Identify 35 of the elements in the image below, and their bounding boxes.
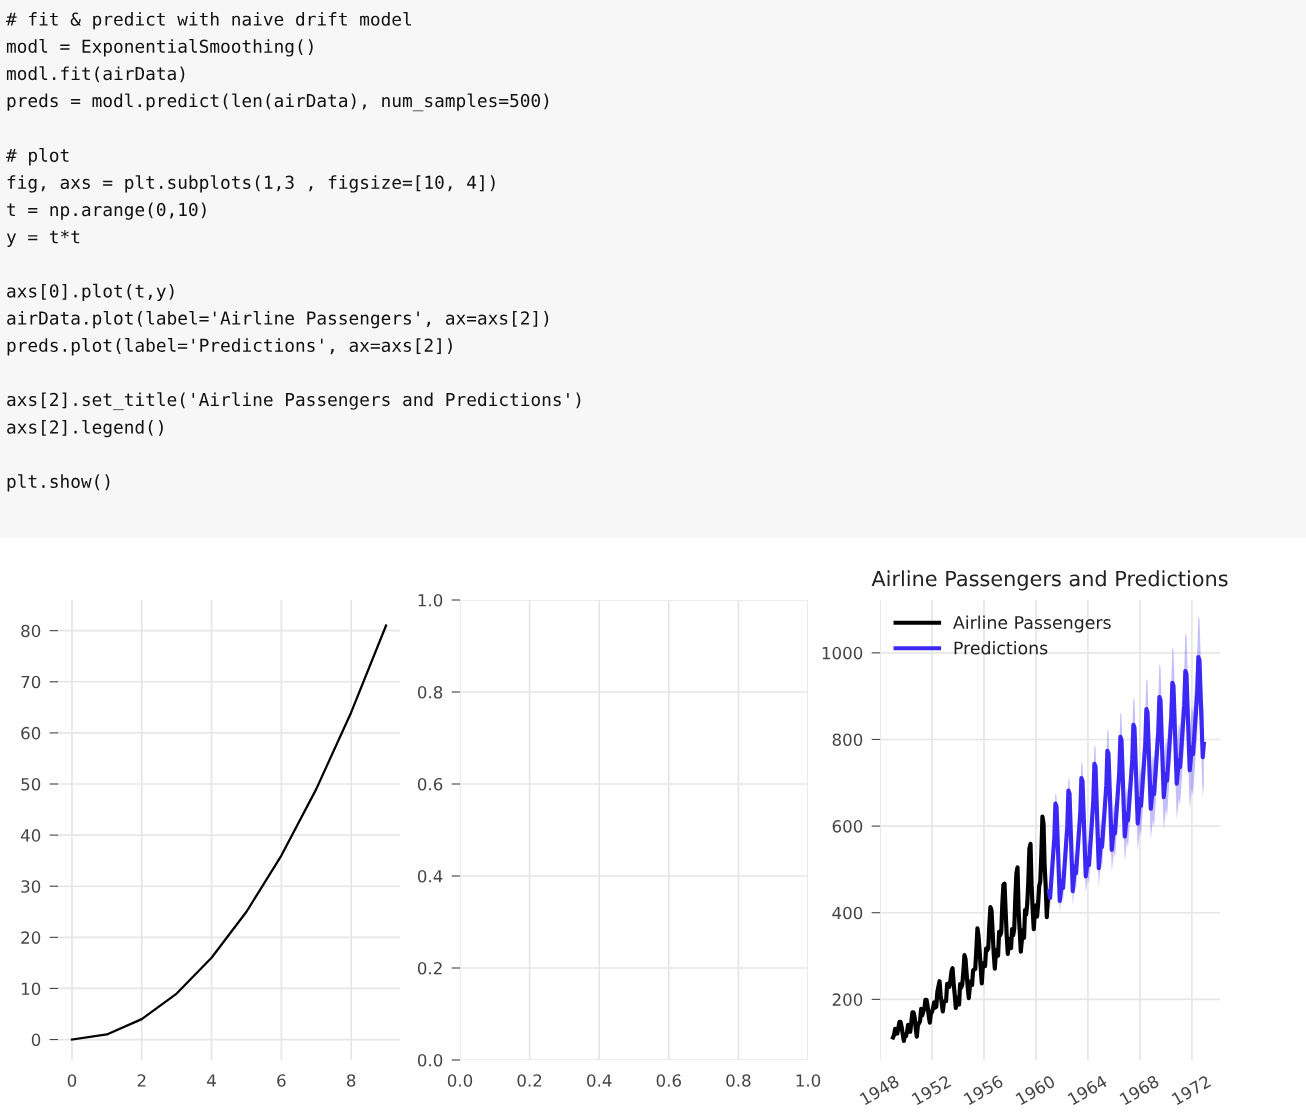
x-tick-label: 0.8: [726, 1074, 751, 1087]
x-tick-label: 8: [346, 1074, 356, 1087]
x-tick-label: 6: [277, 1074, 286, 1087]
y-tick-label: 800: [832, 733, 863, 747]
x-tick-label: 0.4: [587, 1074, 612, 1087]
x-tick-label: 4: [207, 1074, 216, 1087]
y-tick-label: 0: [31, 1033, 41, 1047]
chart-title: Airline Passengers and Predictions: [871, 570, 1228, 591]
x-tick-label: 0: [67, 1074, 77, 1087]
y-tick-label: 0.6: [417, 777, 443, 791]
x-tick-label: 0.0: [447, 1074, 473, 1087]
y-tick-label: 30: [21, 880, 41, 893]
y-tick-label: 1.0: [418, 593, 443, 607]
legend-label: Airline Passengers: [953, 615, 1111, 633]
y-tick-label: 0.0: [417, 1053, 443, 1067]
y-tick-label: 0.8: [417, 685, 443, 699]
text: # fit & predict with naive drift model modl = ExponentialSmoothing() modl.fit(airData) preds = modl.predict(len(airData), num_samples=500) # plot fig, axs = plt.subplots(1,3 , figsize=[10, 4]) t = np.arange(0,10) y = t*t axs[0].plot(t,y) airData.plot(label='Airline Passengers', ax=axs[2]) preds.plot(label='Predictions', ax=axs[2]) axs[2].set_title('Airline Passengers and Predictions') axs[2].legend() plt.show(): [6, 12, 581, 492]
x-tick-label: 1.0: [796, 1074, 821, 1087]
y-tick-label: 0.2: [417, 961, 442, 975]
legend-label: Predictions: [954, 641, 1048, 655]
y-tick-label: 600: [832, 820, 863, 833]
y-tick-label: 80: [21, 624, 41, 638]
x-tick-label: 0.2: [517, 1074, 542, 1087]
y-tick-label: 70: [21, 675, 41, 689]
y-tick-label: 10: [21, 982, 41, 996]
y-tick-label: 1000: [822, 646, 863, 660]
y-tick-label: 200: [832, 993, 863, 1006]
y-tick-label: 400: [832, 906, 863, 920]
x-tick-label: 0.6: [656, 1074, 681, 1087]
y-tick-label: 50: [21, 777, 41, 791]
y-tick-label: 0.4: [417, 869, 443, 883]
y-tick-label: 40: [20, 829, 41, 842]
y-tick-label: 20: [21, 931, 41, 944]
x-tick-label: 2: [137, 1074, 146, 1087]
y-tick-label: 60: [21, 726, 41, 740]
